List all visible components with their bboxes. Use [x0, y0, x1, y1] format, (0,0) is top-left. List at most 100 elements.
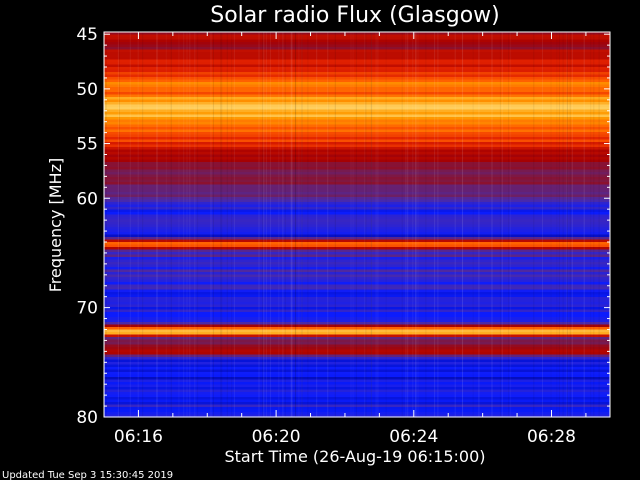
time-texture-line	[105, 32, 107, 417]
heatmap-row	[104, 299, 610, 303]
time-texture-line	[533, 32, 535, 417]
time-texture-line	[437, 32, 439, 417]
heatmap-row	[104, 104, 610, 108]
heatmap-row	[104, 284, 610, 288]
heatmap-row	[104, 149, 610, 153]
heatmap-row	[104, 112, 610, 116]
heatmap-row	[104, 379, 610, 383]
heatmap-row	[104, 82, 610, 86]
time-texture-line	[165, 32, 167, 417]
heatmap-row	[104, 254, 610, 258]
time-texture-line	[142, 32, 144, 417]
heatmap-row	[104, 354, 610, 358]
heatmap-row	[104, 159, 610, 163]
time-texture-line	[156, 32, 158, 417]
heatmap-row	[104, 199, 610, 203]
heatmap-area	[104, 32, 610, 418]
time-texture-line	[566, 32, 568, 417]
heatmap-row	[104, 337, 610, 341]
time-texture-line	[189, 32, 191, 417]
heatmap-row	[104, 137, 610, 141]
heatmap-row	[104, 34, 610, 38]
time-texture-line	[265, 32, 267, 417]
heatmap-row	[104, 274, 610, 278]
heatmap-row	[104, 287, 610, 291]
heatmap-row	[104, 292, 610, 296]
heatmap-row	[104, 267, 610, 271]
heatmap-row	[104, 389, 610, 393]
heatmap-row	[104, 372, 610, 376]
time-texture-line	[197, 32, 199, 417]
heatmap-row	[104, 304, 610, 308]
heatmap-row	[104, 394, 610, 398]
time-texture-line	[583, 32, 585, 417]
time-texture-line	[294, 32, 296, 417]
time-texture-line	[472, 32, 474, 417]
heatmap-row	[104, 107, 610, 111]
heatmap-row	[104, 367, 610, 371]
heatmap-row	[104, 339, 610, 343]
heatmap-row	[104, 119, 610, 123]
heatmap-row	[104, 139, 610, 143]
y-tick-label: 50	[76, 80, 98, 100]
heatmap-row	[104, 144, 610, 148]
heatmap-row	[104, 399, 610, 403]
x-tick-label: 06:24	[389, 427, 438, 447]
time-texture-line	[417, 32, 419, 417]
heatmap-row	[104, 334, 610, 338]
heatmap-row	[104, 42, 610, 46]
heatmap-row	[104, 314, 610, 318]
heatmap-row	[104, 79, 610, 83]
heatmap-row	[104, 124, 610, 128]
time-texture-line	[178, 32, 180, 417]
chart-title: Solar radio Flux (Glasgow)	[210, 3, 500, 28]
time-texture-line	[278, 32, 280, 417]
heatmap-row	[104, 224, 610, 228]
heatmap-row	[104, 392, 610, 396]
heatmap-row	[104, 342, 610, 346]
heatmap-row	[104, 344, 610, 348]
heatmap-row	[104, 39, 610, 43]
time-texture-line	[365, 32, 367, 417]
heatmap-row	[104, 377, 610, 381]
time-texture-line	[499, 32, 501, 417]
time-texture-line	[571, 32, 573, 417]
time-texture-line	[118, 32, 120, 417]
time-texture-line	[412, 32, 414, 417]
heatmap-row	[104, 69, 610, 73]
time-texture-line	[301, 32, 303, 417]
heatmap-row	[104, 99, 610, 103]
heatmap-row	[104, 129, 610, 133]
time-texture-line	[350, 32, 352, 417]
heatmap-row	[104, 219, 610, 223]
time-texture-line	[117, 32, 119, 417]
time-texture-line	[371, 32, 373, 417]
time-texture-line	[566, 32, 568, 417]
time-texture-line	[461, 32, 463, 417]
heatmap-row	[104, 94, 610, 98]
heatmap-row	[104, 409, 610, 413]
heatmap-row	[104, 162, 610, 166]
heatmap-row	[104, 272, 610, 276]
heatmap-row	[104, 184, 610, 188]
heatmap-row	[104, 309, 610, 313]
heatmap-row	[104, 52, 610, 56]
time-texture-line	[491, 32, 493, 417]
time-texture-line	[558, 32, 560, 417]
heatmap-row	[104, 204, 610, 208]
heatmap-row	[104, 227, 610, 231]
heatmap-row	[104, 229, 610, 233]
heatmap-row	[104, 194, 610, 198]
time-texture-line	[183, 32, 185, 417]
time-texture-line	[385, 32, 387, 417]
x-tick-label: 06:16	[114, 427, 163, 447]
heatmap-row	[104, 242, 610, 246]
time-texture-line	[157, 32, 159, 417]
heatmap-row	[104, 62, 610, 66]
heatmap-row	[104, 54, 610, 58]
heatmap-row	[104, 207, 610, 211]
heatmap-row	[104, 147, 610, 151]
heatmap-row	[104, 72, 610, 76]
heatmap-row	[104, 212, 610, 216]
heatmap-row	[104, 412, 610, 416]
